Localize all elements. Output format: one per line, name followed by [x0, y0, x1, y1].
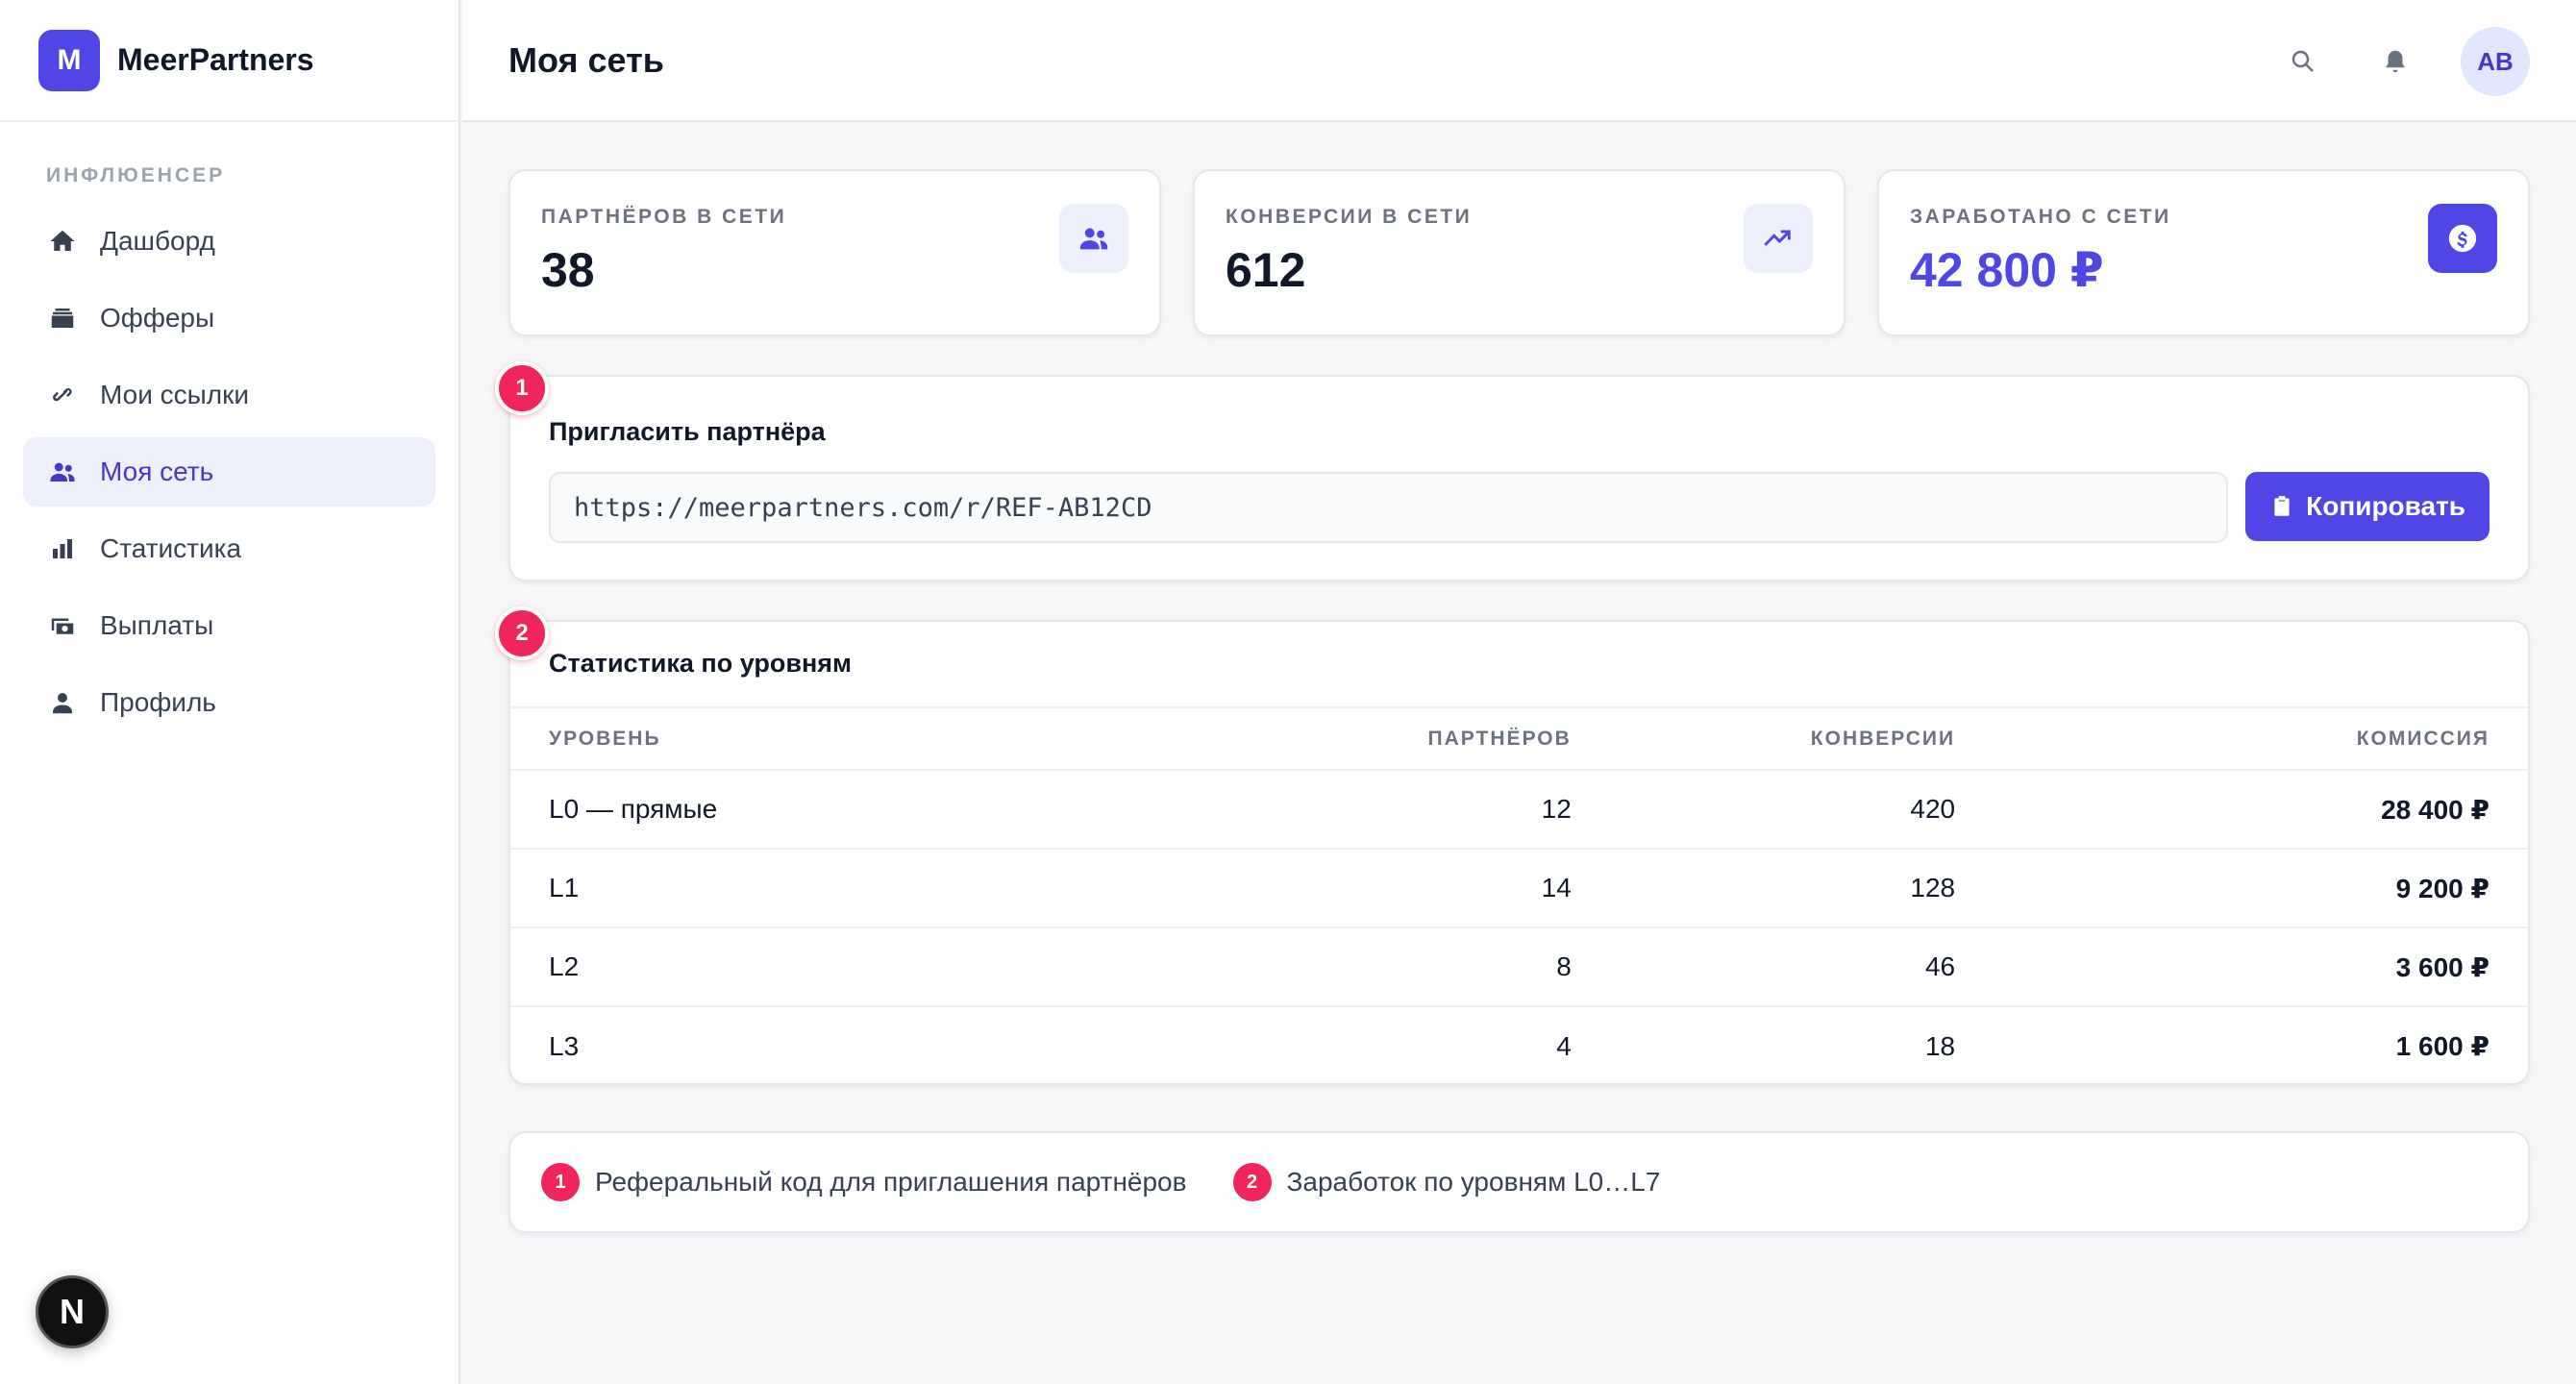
- cell-level: L0 — прямые: [510, 770, 1182, 850]
- cell-commission: 1 600 ₽: [2395, 1031, 2489, 1061]
- stat-value: 38: [541, 243, 595, 297]
- legend-marker: 2: [1232, 1163, 1272, 1201]
- sidebar-item-payouts[interactable]: Выплаты: [23, 591, 435, 660]
- annotation-marker: 2: [495, 606, 549, 660]
- sidebar-item-label: Дашборд: [100, 226, 215, 256]
- trending-up-icon: [1744, 204, 1813, 273]
- invite-card: 1 Пригласить партнёра https://meerpartne…: [495, 361, 2530, 581]
- levels-title: Статистика по уровням: [549, 649, 853, 678]
- sidebar-nav: Дашборд Офферы Мои ссылки Моя сеть Стати…: [0, 207, 458, 737]
- page-title: Моя сеть: [508, 39, 664, 80]
- annotation-marker: 1: [495, 361, 549, 415]
- cell-partners: 4: [1556, 1030, 1572, 1061]
- cell-partners: 12: [1181, 770, 1572, 850]
- sidebar-item-label: Моя сеть: [100, 457, 214, 486]
- sidebar-item-profile[interactable]: Профиль: [23, 668, 435, 737]
- copy-button[interactable]: Копировать: [2245, 472, 2489, 541]
- sidebar-item-dashboard[interactable]: Дашборд: [23, 207, 435, 276]
- legend-marker: 1: [541, 1163, 580, 1201]
- legend-text: Реферальный код для приглашения партнёро…: [595, 1167, 1187, 1197]
- annotation-legend: 1 Реферальный код для приглашения партнё…: [508, 1131, 2530, 1233]
- column-header-partners[interactable]: ПАРТНЁРОВ: [1181, 708, 1572, 771]
- header-actions: AB: [2276, 27, 2530, 96]
- cell-partners: 14: [1181, 849, 1572, 928]
- sidebar-item-offers[interactable]: Офферы: [23, 284, 435, 353]
- person-icon: [46, 686, 79, 719]
- cell-level: L2: [510, 927, 1182, 1007]
- invite-title: Пригласить партнёра: [549, 417, 826, 446]
- stat-label: ПАРТНЁРОВ В СЕТИ: [541, 206, 787, 228]
- table-row: L1 14 128 9 200 ₽: [510, 849, 2528, 928]
- wallet-icon: [46, 609, 79, 642]
- main-content: ПАРТНЁРОВ В СЕТИ 38 КОНВЕРСИИ В СЕТИ 612…: [495, 169, 2530, 1233]
- cell-partners: 8: [1181, 927, 1572, 1007]
- sidebar: M MeerPartners ИНФЛЮЕНСЕР Дашборд Офферы…: [0, 0, 460, 1384]
- bar-chart-icon: [46, 532, 79, 565]
- sidebar-item-links[interactable]: Мои ссылки: [23, 360, 435, 430]
- stat-card-partners: ПАРТНЁРОВ В СЕТИ 38: [508, 169, 1161, 336]
- users-icon: [46, 456, 79, 488]
- cell-commission: 9 200 ₽: [1955, 849, 2528, 928]
- home-icon: [46, 225, 79, 258]
- cell-commission: 3 600 ₽: [1955, 927, 2528, 1007]
- sidebar-item-label: Офферы: [100, 303, 215, 333]
- column-header-conversions[interactable]: КОНВЕРСИИ: [1571, 708, 1956, 771]
- cell-conversions: 420: [1571, 770, 1956, 850]
- levels-card: 2 Статистика по уровням УРОВЕНЬ ПАРТНЁРО…: [495, 606, 2530, 1085]
- invite-row: https://meerpartners.com/r/REF-AB12CD Ко…: [549, 472, 2489, 543]
- brand-logo: M: [38, 29, 100, 91]
- stack-icon: [46, 302, 79, 334]
- legend-text: Заработок по уровням L0…L7: [1286, 1167, 1661, 1197]
- dollar-icon: [2428, 204, 2497, 273]
- stat-value: 42 800 ₽: [1910, 243, 2104, 297]
- cell-conversions: 18: [1924, 1030, 1956, 1061]
- stat-label: ЗАРАБОТАНО С СЕТИ: [1910, 206, 2171, 228]
- table-row: L2 8 46 3 600 ₽: [510, 927, 2528, 1007]
- cell-level: L3: [549, 1030, 580, 1061]
- sidebar-item-statistics[interactable]: Статистика: [23, 514, 435, 583]
- cell-conversions: 128: [1571, 849, 1956, 928]
- stat-card-conversions: КОНВЕРСИИ В СЕТИ 612: [1193, 169, 1845, 336]
- sidebar-item-network[interactable]: Моя сеть: [23, 437, 435, 507]
- users-icon: [1059, 204, 1128, 273]
- column-header-commission[interactable]: КОМИССИЯ: [1955, 708, 2528, 771]
- avatar[interactable]: AB: [2461, 27, 2530, 96]
- framework-badge[interactable]: N: [36, 1275, 109, 1348]
- levels-header: Статистика по уровням: [510, 622, 2528, 708]
- sidebar-item-label: Мои ссылки: [100, 380, 249, 409]
- top-header: Моя сеть AB: [462, 0, 2576, 122]
- column-header-level[interactable]: УРОВЕНЬ: [510, 708, 1182, 771]
- stat-card-earned: ЗАРАБОТАНО С СЕТИ 42 800 ₽: [1877, 169, 2530, 336]
- table-header-row: УРОВЕНЬ ПАРТНЁРОВ КОНВЕРСИИ КОМИССИЯ: [510, 708, 2528, 771]
- bell-icon[interactable]: [2368, 35, 2422, 88]
- brand[interactable]: M MeerPartners: [0, 0, 458, 122]
- table-row: L3 4 18 1 600 ₽: [510, 1006, 2528, 1085]
- stats-row: ПАРТНЁРОВ В СЕТИ 38 КОНВЕРСИИ В СЕТИ 612…: [508, 169, 2530, 336]
- table-row: L0 — прямые 12 420 28 400 ₽: [510, 770, 2528, 850]
- legend-item: 2 Заработок по уровням L0…L7: [1232, 1163, 1661, 1201]
- sidebar-item-label: Профиль: [100, 687, 216, 717]
- clipboard-icon: [2274, 496, 2290, 516]
- nav-section-label: ИНФЛЮЕНСЕР: [46, 164, 226, 186]
- stat-value: 612: [1226, 243, 1306, 297]
- legend-item: 1 Реферальный код для приглашения партнё…: [541, 1163, 1187, 1201]
- brand-name: MeerPartners: [117, 42, 314, 77]
- cell-conversions: 46: [1571, 927, 1956, 1007]
- link-icon: [46, 379, 79, 411]
- referral-url-field[interactable]: https://meerpartners.com/r/REF-AB12CD: [549, 472, 2229, 543]
- stat-label: КОНВЕРСИИ В СЕТИ: [1226, 206, 1473, 228]
- cell-level: L1: [510, 849, 1182, 928]
- sidebar-item-label: Статистика: [100, 533, 242, 563]
- search-icon[interactable]: [2276, 35, 2330, 88]
- cell-commission: 28 400 ₽: [1955, 770, 2528, 850]
- sidebar-item-label: Выплаты: [100, 610, 214, 640]
- copy-button-label: Копировать: [2306, 491, 2465, 521]
- levels-table: УРОВЕНЬ ПАРТНЁРОВ КОНВЕРСИИ КОМИССИЯ L0 …: [510, 708, 2528, 1085]
